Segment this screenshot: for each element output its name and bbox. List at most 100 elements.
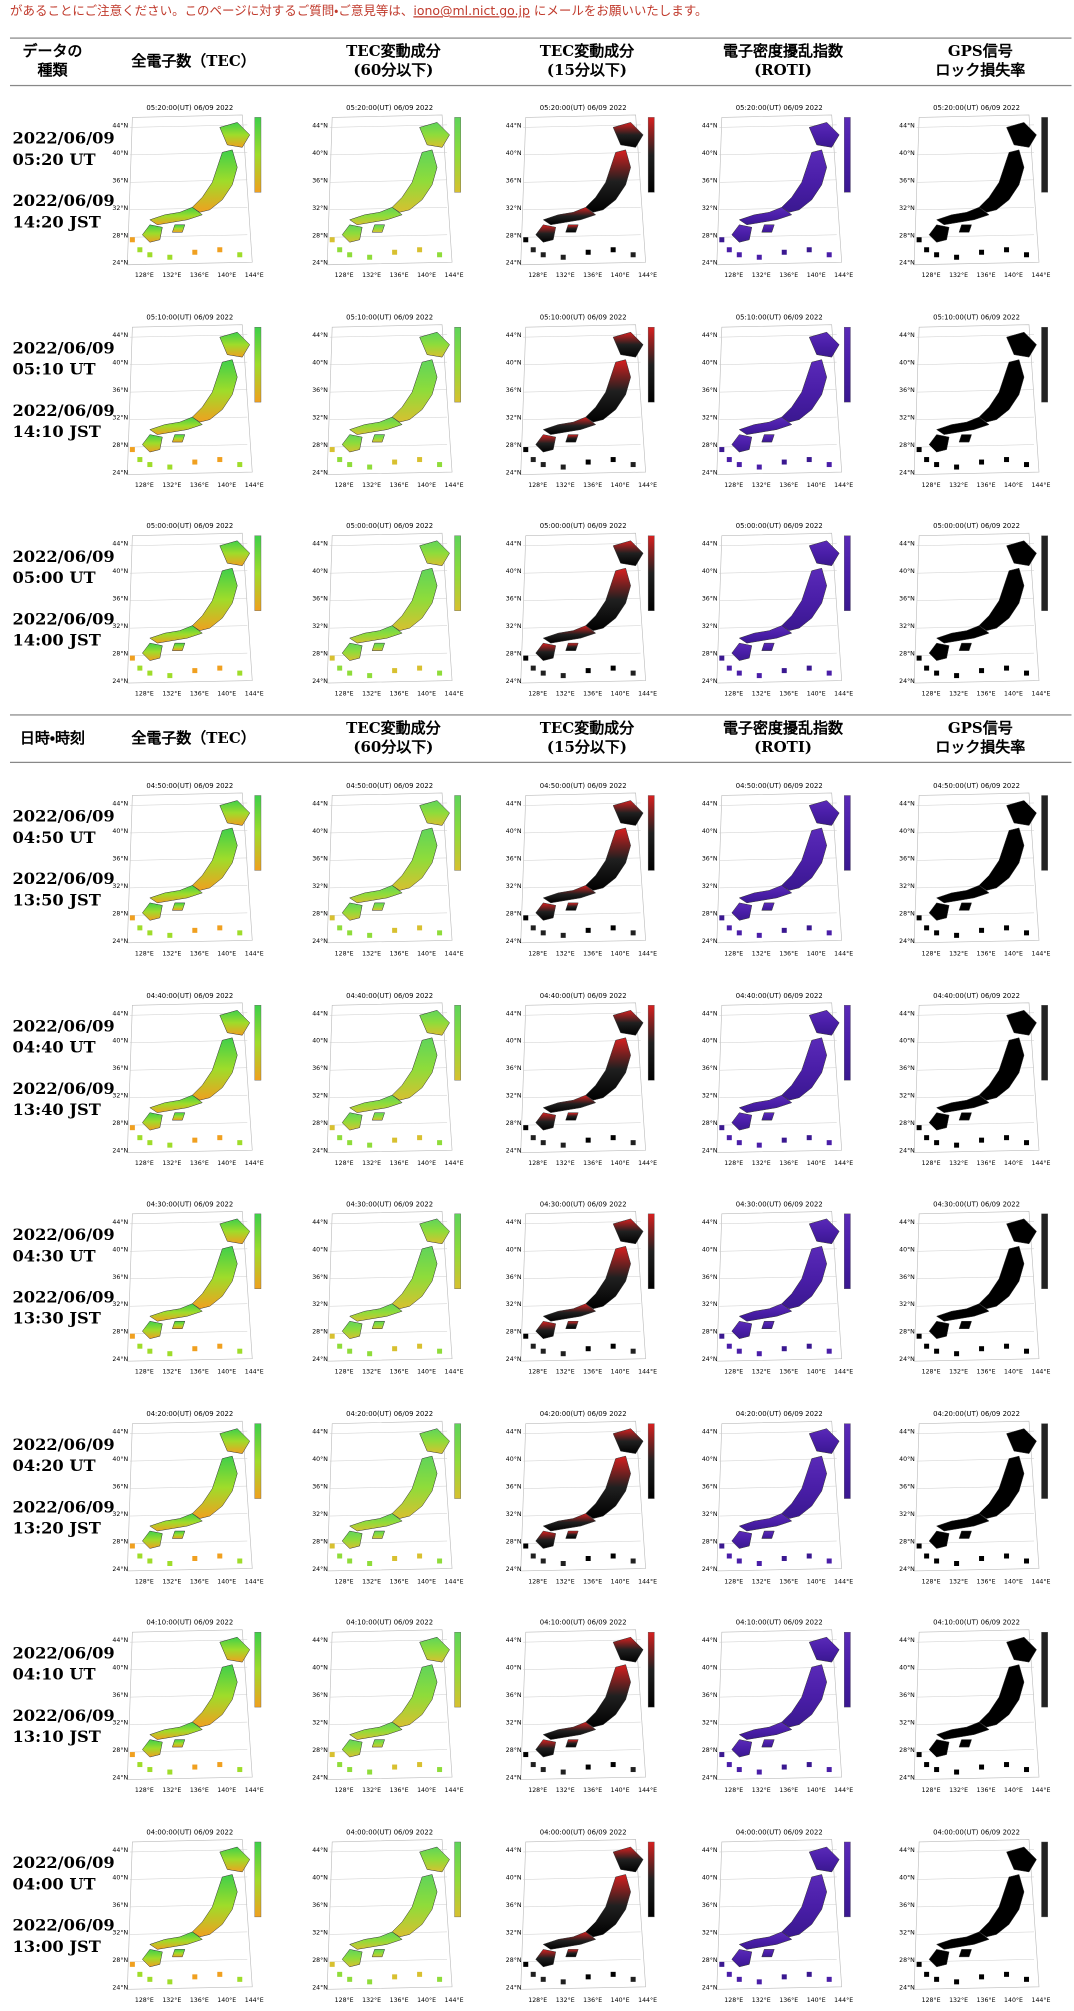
lon-label: 136°E — [977, 1368, 996, 1376]
map-land — [565, 1530, 579, 1539]
colorbar — [647, 795, 655, 871]
lat-label: 44°N — [312, 1427, 328, 1435]
lon-label: 128°E — [922, 271, 941, 279]
lat-label: 40°N — [312, 567, 328, 575]
lat-label: 40°N — [899, 1873, 915, 1881]
map-title: 04:50:00(UT) 06/09 2022 — [540, 782, 627, 790]
map-title: 05:10:00(UT) 06/09 2022 — [933, 313, 1020, 321]
lon-label: 128°E — [335, 690, 354, 698]
lon-label: 144°E — [1032, 1577, 1051, 1585]
lat-label: 32°N — [506, 1509, 522, 1517]
map-station — [129, 1333, 135, 1339]
lon-label: 144°E — [834, 480, 853, 488]
map-station — [806, 1134, 812, 1140]
map-land — [936, 416, 990, 435]
map-station — [585, 1555, 591, 1561]
map-station — [934, 1557, 940, 1563]
map-station — [337, 247, 343, 253]
map-station — [560, 1978, 566, 1984]
colorbar — [454, 1841, 461, 1917]
column-header: GPS信号 ロック損失率 — [935, 42, 1025, 79]
lat-label: 40°N — [506, 1873, 522, 1881]
map-station — [137, 456, 143, 462]
map-land — [1006, 1636, 1037, 1663]
map-station — [610, 456, 616, 462]
row-jst-date: 2022/06/09 — [12, 610, 115, 630]
header-line: GPS信号 — [947, 719, 1013, 737]
map-station — [736, 1557, 742, 1563]
lat-label: 44°N — [312, 1636, 328, 1644]
map-land — [419, 122, 450, 148]
lon-label: 128°E — [135, 949, 154, 957]
email-link[interactable]: iono@ml.nict.go.jp — [413, 4, 530, 19]
lat-label: 40°N — [112, 149, 128, 157]
map-image: 04:10:00(UT) 06/09 2022 44°N 40°N 36°N 32°N 2… — [702, 1619, 853, 1794]
map-station — [129, 1124, 135, 1130]
map-station — [806, 1971, 812, 1977]
map-land — [738, 1930, 793, 1950]
lon-label: 128°E — [335, 1368, 354, 1376]
row-jst-time: 13:30 JST — [12, 1309, 101, 1329]
map-station — [924, 1343, 930, 1349]
lat-label: 44°N — [506, 1636, 522, 1644]
map-image: 04:30:00(UT) 06/09 2022 44°N 40°N 36°N 32°N 2… — [112, 1200, 263, 1375]
lon-label: 132°E — [362, 690, 381, 698]
lon-label: 140°E — [807, 1368, 826, 1376]
header-line: TEC変動成分 — [346, 42, 441, 60]
map-land — [808, 1636, 840, 1663]
map-station — [147, 1557, 153, 1563]
lat-label: 36°N — [112, 1064, 128, 1072]
lat-label: 32°N — [312, 1509, 328, 1517]
lon-label: 144°E — [638, 271, 657, 279]
lon-label: 144°E — [445, 690, 464, 698]
lon-label: 128°E — [135, 1786, 154, 1794]
map-land — [341, 1320, 363, 1339]
map-land — [565, 1320, 579, 1329]
map-station — [437, 461, 443, 467]
lat-label: 32°N — [112, 1300, 128, 1308]
lat-label: 44°N — [506, 799, 522, 807]
row-ut-time: 04:30 UT — [12, 1247, 96, 1267]
map-land — [958, 642, 972, 651]
map-station — [167, 254, 173, 260]
map-frame — [716, 1420, 843, 1571]
map-land — [612, 331, 644, 357]
map-image: 05:00:00(UT) 06/09 2022 44°N 40°N 36°N 32°N 2… — [506, 522, 657, 697]
lat-label: 24°N — [702, 1146, 718, 1154]
map-land — [731, 1320, 753, 1339]
page: があることにご注意ください。このページに対するご質問・ご意見等は、iono@ml… — [9, 0, 1072, 2004]
map-station — [916, 446, 922, 452]
lon-label: 140°E — [611, 1368, 630, 1376]
map-land — [371, 433, 385, 442]
map-station — [329, 915, 335, 921]
map-station — [137, 1552, 143, 1558]
map-land — [391, 1246, 438, 1310]
notice: があることにご注意ください。このページに対するご質問・ご意見等は、iono@ml… — [10, 0, 708, 19]
lon-label: 140°E — [417, 949, 436, 957]
lon-label: 136°E — [779, 949, 798, 957]
lat-label: 40°N — [112, 1245, 128, 1253]
lon-label: 140°E — [1004, 1368, 1023, 1376]
colorbar — [454, 1213, 461, 1289]
map-land — [542, 416, 597, 435]
map-station — [954, 1560, 960, 1566]
map-land — [738, 1721, 793, 1740]
map-image: 04:00:00(UT) 06/09 2022 44°N 40°N 36°N 32°N 2… — [702, 1828, 853, 2003]
lat-label: 32°N — [112, 622, 128, 630]
lon-label: 136°E — [977, 949, 996, 957]
colorbar — [647, 1631, 655, 1708]
map-land — [191, 1246, 238, 1310]
map-station — [530, 1343, 536, 1349]
map-land — [731, 224, 753, 243]
lat-label: 36°N — [899, 176, 915, 184]
map-land — [219, 122, 251, 148]
colorbar — [254, 535, 262, 611]
map-station — [437, 1139, 443, 1145]
map-station — [1004, 1971, 1010, 1977]
lat-label: 44°N — [899, 331, 915, 339]
lon-label: 132°E — [752, 480, 771, 488]
lat-label: 40°N — [702, 1873, 718, 1881]
map-station — [417, 1134, 423, 1140]
lon-label: 140°E — [611, 271, 630, 279]
map-station — [610, 925, 616, 931]
